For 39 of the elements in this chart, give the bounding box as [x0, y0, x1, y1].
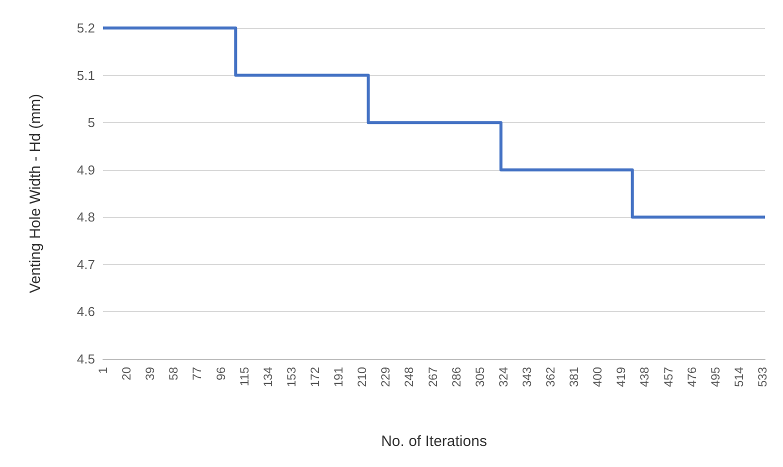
x-tick-label: 438	[638, 366, 652, 388]
y-tick-label: 4.9	[76, 162, 95, 178]
x-tick-label: 115	[237, 366, 252, 386]
x-tick-label: 533	[756, 366, 770, 388]
x-tick-label: 419	[614, 366, 628, 388]
y-tick-label: 4.5	[76, 352, 95, 366]
x-tick-label: 305	[472, 366, 487, 388]
x-tick-label: 324	[496, 366, 510, 388]
x-tick-label: 362	[544, 366, 558, 388]
x-tick-label: 134	[260, 366, 275, 388]
x-tick-label: 77	[190, 366, 204, 380]
y-tick-label: 5	[88, 115, 95, 130]
x-tick-label: 286	[449, 366, 464, 388]
x-tick-label: 1	[96, 366, 110, 374]
x-tick-label: 381	[567, 366, 582, 388]
x-tick-label: 400	[590, 366, 605, 388]
x-tick-label: 20	[120, 366, 134, 380]
x-tick-label: 229	[378, 366, 393, 388]
x-tick-label: 58	[166, 366, 181, 380]
x-tick-label: 191	[332, 366, 346, 388]
y-tick-label: 4.8	[76, 210, 95, 225]
x-tick-label: 153	[284, 366, 298, 388]
x-tick-label: 210	[355, 366, 370, 388]
y-tick-label: 5.1	[76, 68, 95, 83]
x-axis-title: No. of Iterations	[381, 433, 487, 450]
x-tick-label: 172	[308, 366, 322, 388]
x-tick-label: 476	[684, 366, 699, 388]
y-tick-label: 4.6	[76, 304, 95, 320]
x-tick-label: 457	[661, 366, 676, 388]
x-tick-label: 343	[520, 366, 534, 388]
y-tick-label: 4.7	[76, 256, 95, 272]
x-tick-label: 495	[708, 366, 722, 388]
x-tick-label: 39	[143, 366, 158, 380]
x-tick-label: 96	[214, 366, 228, 380]
x-tick-label: 267	[426, 366, 440, 388]
x-tick-label: 514	[732, 366, 746, 388]
y-axis-title: Venting Hole Width - Hd (mm)	[27, 94, 44, 294]
x-tick-label: 248	[402, 366, 416, 388]
y-tick-label: 5.2	[76, 20, 95, 36]
